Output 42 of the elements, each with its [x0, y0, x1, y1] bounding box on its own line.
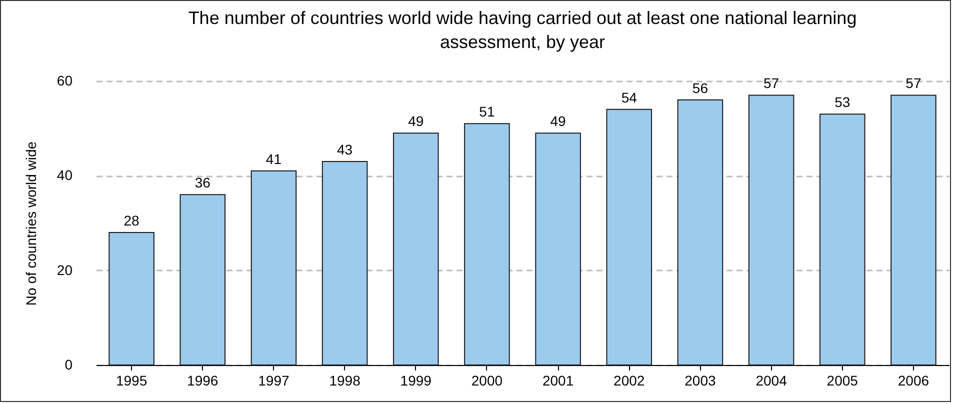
data-label: 36 — [194, 174, 211, 191]
x-tick-label: 2005 — [826, 372, 858, 388]
x-tick-label: 1997 — [258, 372, 290, 388]
y-axis-title: No of countries world wide — [22, 141, 39, 306]
data-label: 41 — [266, 150, 282, 167]
y-tick-label: 20 — [56, 262, 73, 278]
bar — [606, 108, 652, 366]
data-label: 57 — [764, 75, 780, 92]
data-label: 28 — [124, 212, 140, 228]
y-tick-label: 60 — [56, 72, 73, 88]
x-tick-label: 2000 — [471, 372, 503, 388]
bar — [819, 114, 866, 366]
bar — [677, 99, 724, 366]
bar — [392, 132, 439, 366]
bar — [890, 94, 936, 366]
x-tick-label: 1995 — [116, 372, 148, 388]
y-tick-label: 0 — [64, 356, 73, 372]
x-tick-label: 2004 — [756, 372, 788, 388]
bar — [464, 123, 510, 366]
data-label: 49 — [408, 113, 424, 130]
x-tick-label: 1998 — [329, 372, 361, 388]
bar — [322, 160, 368, 366]
bar — [108, 232, 154, 366]
x-tick-label: 2002 — [614, 372, 645, 388]
x-tick-label: 1996 — [187, 372, 218, 388]
bar — [180, 194, 226, 366]
data-label: 53 — [834, 94, 850, 110]
data-label: 56 — [692, 80, 708, 96]
data-label: 51 — [479, 104, 495, 120]
y-tick-label: 40 — [56, 167, 73, 184]
data-label: 57 — [906, 75, 922, 92]
bar — [250, 170, 297, 366]
data-label: 43 — [337, 141, 353, 158]
bar — [748, 94, 794, 366]
chart-title: The number of countries world wide having carried out at least one national learning assessment, by year — [188, 8, 857, 52]
bar — [535, 132, 581, 366]
x-tick-label: 2001 — [542, 372, 574, 388]
data-label: 49 — [550, 113, 566, 130]
x-tick-label: 1999 — [400, 372, 432, 388]
x-tick-label: 2006 — [898, 372, 930, 388]
x-tick-label: 2003 — [684, 372, 716, 388]
data-label: 54 — [621, 89, 638, 106]
